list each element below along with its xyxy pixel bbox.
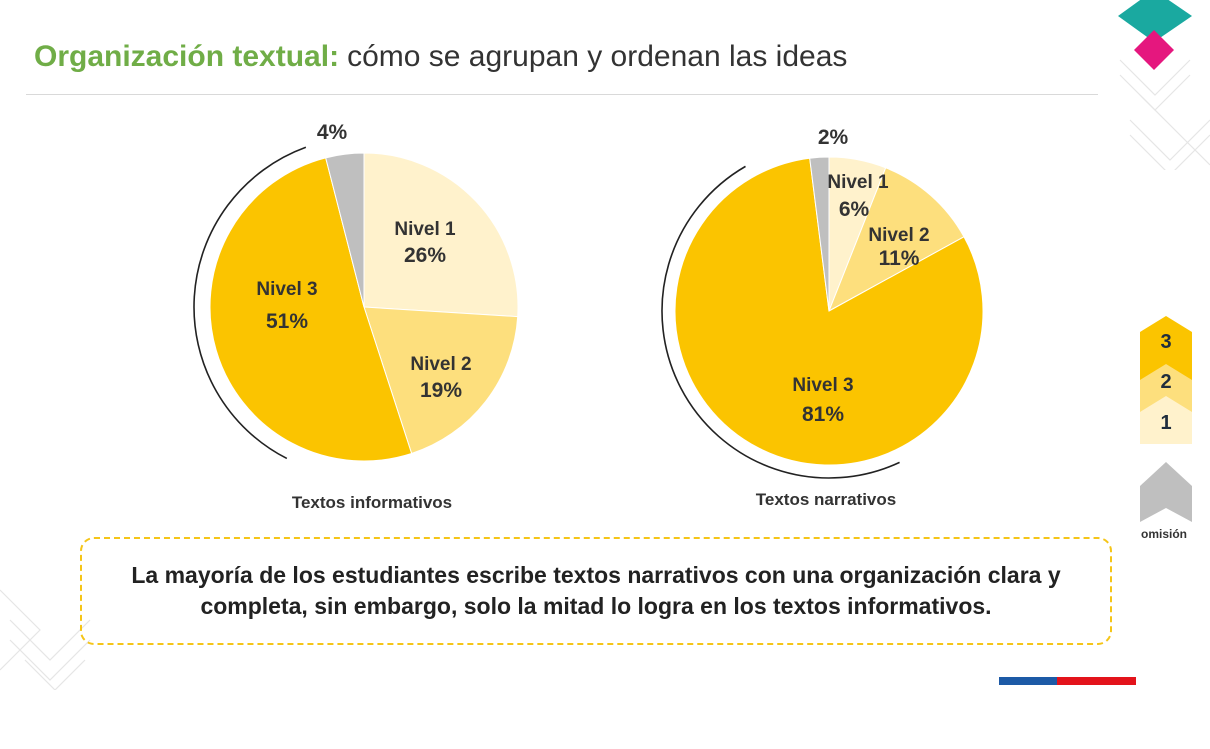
- legend-swatch-1: [1140, 396, 1192, 444]
- pie-data-label: 2%: [818, 126, 849, 149]
- pie-slice-name-label: Nivel 1: [827, 172, 889, 193]
- pie-outline-arc: [661, 165, 900, 479]
- title-divider: [26, 94, 1098, 95]
- title-strong: Organización textual:: [34, 40, 340, 73]
- legend-swatch-omision: [1140, 462, 1192, 522]
- pie-slice-name-label: Nivel 3: [256, 279, 317, 300]
- pie-data-label: 19%: [420, 379, 462, 402]
- flag-stripe-red: [1057, 677, 1136, 685]
- pie-slice-omisión: [809, 156, 830, 312]
- corner-decoration-bottom-left: [0, 589, 91, 690]
- legend-label-2: 2: [1160, 371, 1172, 393]
- title-subtitle: cómo se agrupan y ordenan las ideas: [347, 40, 848, 73]
- pie-slice-name-label: Nivel 2: [868, 225, 929, 246]
- pie-slice-name-label: Nivel 2: [410, 354, 471, 375]
- legend-label-3: 3: [1160, 331, 1172, 353]
- pie-data-label: 51%: [266, 310, 308, 333]
- pie-slice-name-label: Nivel 1: [394, 219, 456, 240]
- pie-slice-omisión: [325, 152, 365, 308]
- pie-slice-nivel-3: [674, 157, 984, 466]
- corner-decoration-top-right: [1118, 0, 1210, 170]
- legend-swatch-3: [1140, 316, 1192, 380]
- legend-swatch-2: [1140, 364, 1192, 412]
- page-title: Organización textual: cómo se agrupan y o…: [34, 40, 847, 74]
- pie-data-label: 11%: [879, 247, 920, 270]
- legend-label-omision: omisión: [1140, 527, 1187, 541]
- pie-data-label: 6%: [839, 198, 870, 221]
- chart-title: Textos informativos: [292, 493, 452, 512]
- pie-slice-nivel-2: [363, 306, 519, 455]
- conclusion-text: La mayoría de los estudiantes escribe te…: [131, 561, 1061, 619]
- pie-data-label: 4%: [317, 121, 348, 144]
- flag-stripe-blue: [999, 677, 1057, 685]
- pie-outline-arc: [193, 146, 307, 460]
- pie-slice-name-label: Nivel 3: [792, 375, 853, 396]
- pie-slice-nivel-3: [209, 157, 413, 462]
- legend-label-1: 1: [1160, 412, 1172, 434]
- pie-slice-nivel-2: [828, 167, 965, 313]
- level-legend: [1140, 316, 1192, 522]
- pie-data-label: 26%: [404, 244, 446, 267]
- pie-data-label: 81%: [802, 403, 844, 426]
- conclusion-callout: La mayoría de los estudiantes escribe te…: [80, 537, 1112, 645]
- chart-title: Textos narrativos: [756, 490, 896, 509]
- pie-slice-nivel-1: [363, 152, 519, 318]
